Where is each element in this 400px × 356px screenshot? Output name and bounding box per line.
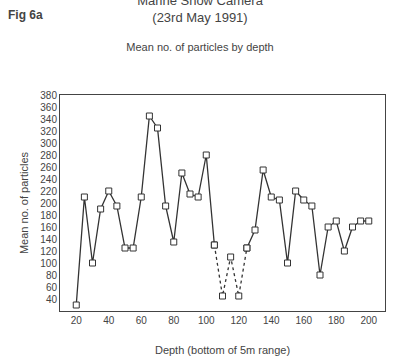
svg-text:340: 340: [40, 114, 57, 125]
svg-text:280: 280: [40, 150, 57, 161]
svg-text:260: 260: [40, 162, 57, 173]
svg-text:40: 40: [46, 294, 58, 305]
svg-text:60: 60: [136, 315, 148, 326]
svg-text:100: 100: [198, 315, 215, 326]
svg-text:Mean no. of particles by depth: Mean no. of particles by depth: [126, 41, 273, 53]
svg-text:20: 20: [71, 315, 83, 326]
svg-text:Marine Snow Camera(23rd May 19: Marine Snow Camera(23rd May 1991): [137, 0, 263, 25]
svg-text:160: 160: [40, 222, 57, 233]
svg-text:80: 80: [46, 270, 58, 281]
svg-text:100: 100: [40, 258, 57, 269]
svg-text:200: 200: [40, 198, 57, 209]
svg-text:Depth (bottom of 5m range): Depth (bottom of 5m range): [155, 344, 290, 356]
svg-text:80: 80: [168, 315, 180, 326]
svg-text:180: 180: [328, 315, 345, 326]
svg-text:120: 120: [230, 315, 247, 326]
svg-text:380: 380: [40, 90, 57, 101]
svg-text:140: 140: [263, 315, 280, 326]
svg-text:60: 60: [46, 282, 58, 293]
svg-text:120: 120: [40, 246, 57, 257]
svg-text:Fig 6a: Fig 6a: [8, 8, 43, 22]
svg-text:200: 200: [360, 315, 377, 326]
svg-text:360: 360: [40, 102, 57, 113]
svg-text:320: 320: [40, 126, 57, 137]
svg-text:220: 220: [40, 186, 57, 197]
svg-text:240: 240: [40, 174, 57, 185]
svg-text:300: 300: [40, 138, 57, 149]
svg-text:160: 160: [295, 315, 312, 326]
svg-text:180: 180: [40, 210, 57, 221]
svg-text:Mean no. of particles: Mean no. of particles: [18, 151, 30, 254]
svg-text:140: 140: [40, 234, 57, 245]
svg-text:40: 40: [103, 315, 115, 326]
